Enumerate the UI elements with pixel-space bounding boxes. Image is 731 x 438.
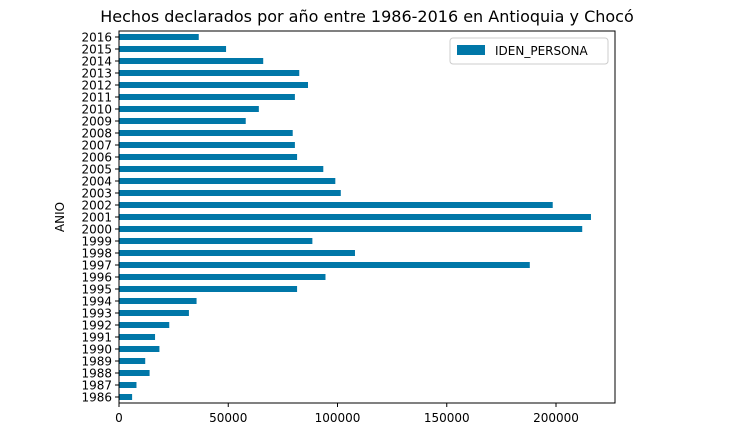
x-tick-label-50000: 50000 — [209, 411, 247, 425]
y-axis: 1986198719881989199019911992199319941995… — [81, 31, 119, 405]
y-tick-label-1993: 1993 — [81, 307, 112, 321]
bar-2002 — [119, 202, 553, 208]
y-tick-label-2002: 2002 — [81, 199, 112, 213]
legend-swatch — [457, 45, 485, 55]
bar-2015 — [119, 46, 227, 52]
bar-2000 — [119, 226, 583, 232]
legend: IDEN_PERSONA — [449, 37, 609, 65]
y-tick-label-2007: 2007 — [81, 139, 112, 153]
bar-2007 — [119, 142, 295, 148]
y-tick-label-2009: 2009 — [81, 115, 112, 129]
chart-title: Hechos declarados por año entre 1986-201… — [100, 7, 634, 26]
y-tick-label-2015: 2015 — [81, 43, 112, 57]
bar-1998 — [119, 250, 355, 256]
bar-1986 — [119, 394, 133, 400]
y-tick-label-1995: 1995 — [81, 283, 112, 297]
bar-1990 — [119, 346, 160, 352]
y-tick-label-2004: 2004 — [81, 175, 112, 189]
y-tick-label-2008: 2008 — [81, 127, 112, 141]
x-tick-label-200000: 200000 — [533, 411, 579, 425]
y-tick-label-2005: 2005 — [81, 163, 112, 177]
bar-2005 — [119, 166, 324, 172]
y-tick-label-2013: 2013 — [81, 67, 112, 81]
y-tick-label-1999: 1999 — [81, 235, 112, 249]
bars-group — [119, 34, 591, 400]
y-tick-label-1990: 1990 — [81, 343, 112, 357]
y-tick-label-1994: 1994 — [81, 295, 112, 309]
bar-2014 — [119, 58, 264, 64]
legend-box — [449, 37, 609, 65]
x-tick-label-0: 0 — [115, 411, 123, 425]
y-tick-label-2003: 2003 — [81, 187, 112, 201]
bar-1996 — [119, 274, 326, 280]
y-tick-label-2006: 2006 — [81, 151, 112, 165]
y-tick-label-1997: 1997 — [81, 259, 112, 273]
bar-1994 — [119, 298, 197, 304]
bar-1993 — [119, 310, 189, 316]
legend-label: IDEN_PERSONA — [495, 44, 589, 58]
y-tick-label-2000: 2000 — [81, 223, 112, 237]
y-tick-label-2016: 2016 — [81, 31, 112, 45]
bar-1991 — [119, 334, 156, 340]
y-axis-label: ANIO — [53, 202, 67, 232]
plot-frame — [118, 30, 616, 404]
bar-1989 — [119, 358, 146, 364]
y-tick-label-1987: 1987 — [81, 379, 112, 393]
bar-2004 — [119, 178, 336, 184]
x-tick-label-150000: 150000 — [424, 411, 470, 425]
bar-1995 — [119, 286, 298, 292]
bar-1992 — [119, 322, 170, 328]
bar-2012 — [119, 82, 309, 88]
bar-2011 — [119, 94, 295, 100]
x-axis: 0 50000 100000 150000 200000 — [115, 403, 579, 425]
y-tick-label-2001: 2001 — [81, 211, 112, 225]
y-tick-label-1998: 1998 — [81, 247, 112, 261]
bar-1999 — [119, 238, 313, 244]
y-tick-label-1988: 1988 — [81, 367, 112, 381]
y-tick-label-2014: 2014 — [81, 55, 112, 69]
bar-1988 — [119, 370, 150, 376]
y-tick-label-1989: 1989 — [81, 355, 112, 369]
y-tick-label-2011: 2011 — [81, 91, 112, 105]
y-tick-label-1986: 1986 — [81, 391, 112, 405]
bar-2003 — [119, 190, 341, 196]
bar-2016 — [119, 34, 199, 40]
bar-1987 — [119, 382, 137, 388]
x-tick-label-100000: 100000 — [315, 411, 361, 425]
bar-2001 — [119, 214, 591, 220]
bar-1997 — [119, 262, 530, 268]
y-tick-label-2012: 2012 — [81, 79, 112, 93]
bar-2006 — [119, 154, 298, 160]
y-tick-label-1996: 1996 — [81, 271, 112, 285]
y-tick-label-1992: 1992 — [81, 319, 112, 333]
bar-2009 — [119, 118, 246, 124]
y-tick-label-1991: 1991 — [81, 331, 112, 345]
bar-2008 — [119, 130, 293, 136]
y-tick-label-2010: 2010 — [81, 103, 112, 117]
bar-2010 — [119, 106, 259, 112]
bar-2013 — [119, 70, 300, 76]
